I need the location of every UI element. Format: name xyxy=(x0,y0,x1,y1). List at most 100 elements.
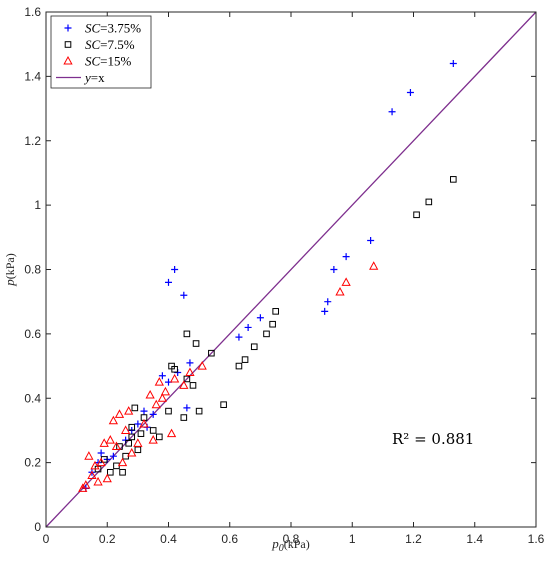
data-point-series-3 xyxy=(93,476,103,486)
data-point-series-3 xyxy=(154,377,164,386)
data-point-series-3 xyxy=(179,380,189,389)
data-point-series-2 xyxy=(269,320,276,328)
y-tick-label: 1.2 xyxy=(24,134,41,148)
y-tick-label: 1.4 xyxy=(24,69,41,83)
data-point-series-3 xyxy=(111,441,122,451)
data-point-series-2 xyxy=(450,176,457,183)
data-point-series-2 xyxy=(165,407,172,415)
data-point-series-1 xyxy=(330,266,338,273)
data-point-series-1 xyxy=(97,449,105,457)
data-point-series-1 xyxy=(321,307,329,315)
legend-marker-2 xyxy=(64,41,72,48)
data-point-series-3 xyxy=(145,389,155,399)
data-point-series-1 xyxy=(183,404,191,412)
data-point-series-3 xyxy=(127,447,137,457)
y-axis-label: p(kPa) xyxy=(2,253,17,287)
data-point-series-3 xyxy=(124,406,134,415)
data-point-series-1 xyxy=(324,298,332,306)
r-squared-annotation: R² = 0.881 xyxy=(392,430,474,448)
y-tick-label: 0.8 xyxy=(24,263,41,277)
data-point-series-2 xyxy=(149,427,157,434)
data-point-series-3 xyxy=(102,473,112,483)
data-point-series-3 xyxy=(105,435,115,444)
data-point-series-2 xyxy=(425,198,433,206)
data-point-series-2 xyxy=(192,340,200,347)
data-point-series-3 xyxy=(139,418,149,428)
x-tick-label: 1 xyxy=(349,532,356,546)
data-point-series-2 xyxy=(156,433,163,441)
data-point-series-2 xyxy=(128,423,136,431)
y-tick-label: 1 xyxy=(34,198,41,212)
x-tick-label: 1.2 xyxy=(405,532,422,546)
data-point-series-2 xyxy=(272,308,279,315)
axis-ticks: 0 0.2 0.4 0.6 0.8 1 1.2 1.4 1.6 0 0.2 0.4 0.6 0.8 1 1.2… xyxy=(24,5,544,546)
data-point-series-3 xyxy=(133,438,143,447)
x-axis-label: p0(kPa) xyxy=(271,536,310,554)
y-tick-label: 0 xyxy=(34,520,41,534)
data-point-series-1 xyxy=(134,420,142,428)
x-tick-label: 0.4 xyxy=(160,532,177,546)
data-point-series-2 xyxy=(413,211,420,219)
data-point-series-2 xyxy=(263,330,270,338)
data-point-series-2 xyxy=(183,330,191,338)
reference-line-group xyxy=(45,11,537,528)
data-point-series-2 xyxy=(180,414,188,421)
data-point-series-1 xyxy=(388,108,396,116)
data-point-series-1 xyxy=(342,253,350,261)
reference-line-y-equals-x xyxy=(45,11,537,528)
data-point-series-2 xyxy=(119,468,126,476)
data-point-series-1 xyxy=(109,452,117,460)
y-tick-label: 0.6 xyxy=(24,327,41,341)
data-point-series-2 xyxy=(208,349,215,357)
x-tick-label: 1.4 xyxy=(466,532,483,546)
data-point-series-1 xyxy=(186,359,194,367)
legend-label-4: y=x xyxy=(83,70,105,85)
legend-marker-1 xyxy=(64,24,72,32)
x-tick-label: 0 xyxy=(43,532,50,546)
data-point-series-3 xyxy=(120,425,131,434)
x-tick-label: 0.2 xyxy=(99,532,116,546)
data-point-series-2 xyxy=(189,382,197,389)
data-point-series-3 xyxy=(81,480,91,489)
data-point-series-2 xyxy=(220,401,227,408)
x-tick-label: 0.8 xyxy=(283,532,300,546)
data-point-series-1 xyxy=(256,314,264,322)
data-point-series-2 xyxy=(125,440,132,447)
data-point-series-3 xyxy=(197,361,207,370)
data-point-series-3 xyxy=(108,415,119,425)
data-point-series-2 xyxy=(107,468,114,476)
data-point-series-3 xyxy=(335,286,345,296)
data-point-series-2 xyxy=(250,343,258,351)
data-point-series-3 xyxy=(99,438,109,447)
data-point-series-3 xyxy=(87,470,97,479)
data-point-series-1 xyxy=(244,323,252,331)
y-tick-label: 0.2 xyxy=(24,456,41,470)
data-point-series-3 xyxy=(166,428,177,438)
data-points xyxy=(78,60,457,492)
data-point-series-2 xyxy=(195,407,203,415)
data-point-series-3 xyxy=(90,460,100,470)
data-point-series-3 xyxy=(114,409,125,418)
data-point-series-1 xyxy=(140,407,148,415)
data-point-series-1 xyxy=(149,410,157,418)
data-point-series-2 xyxy=(235,362,243,370)
data-point-series-2 xyxy=(183,375,191,383)
y-tick-label: 1.6 xyxy=(24,5,41,19)
data-point-series-3 xyxy=(157,393,168,402)
data-point-series-1 xyxy=(406,88,414,96)
data-point-series-1 xyxy=(180,291,188,299)
data-point-series-3 xyxy=(148,435,158,444)
data-point-series-2 xyxy=(134,446,142,454)
data-point-series-3 xyxy=(169,373,180,383)
data-point-series-3 xyxy=(341,277,351,286)
data-point-series-1 xyxy=(165,278,172,286)
data-point-series-2 xyxy=(171,365,178,373)
data-point-series-3 xyxy=(185,367,195,376)
legend-label-3: SC=15% xyxy=(85,54,132,69)
data-point-series-3 xyxy=(84,451,94,460)
data-point-series-1 xyxy=(449,60,457,67)
data-point-series-3 xyxy=(117,457,128,467)
data-point-series-3 xyxy=(96,457,106,467)
data-point-series-2 xyxy=(128,433,136,441)
